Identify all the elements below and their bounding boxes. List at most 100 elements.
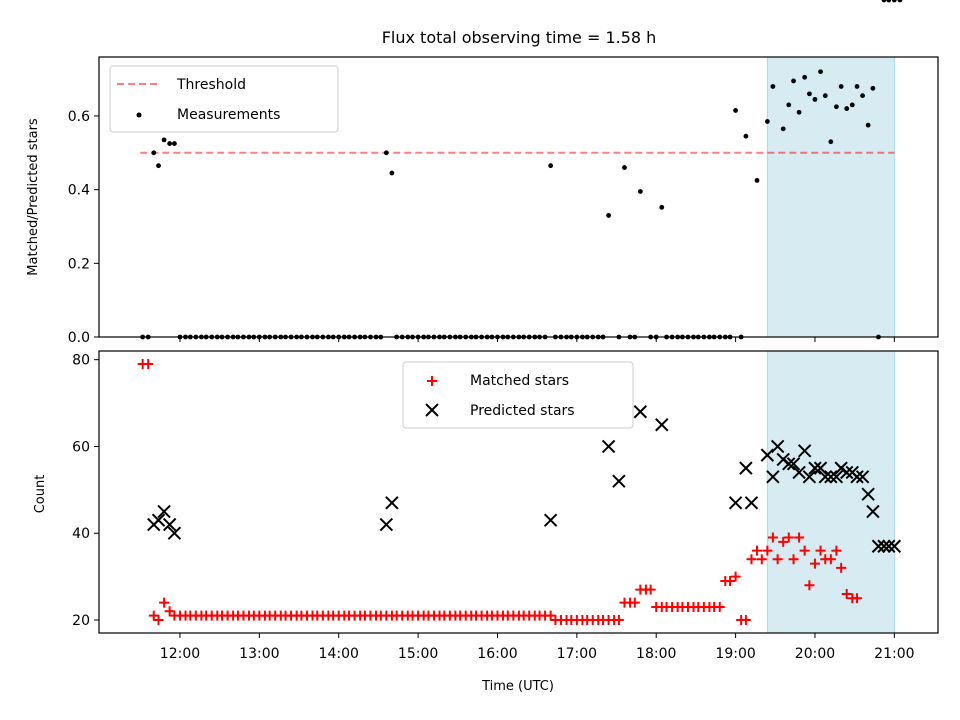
top-y-tick-label: 0.2 xyxy=(68,256,90,272)
matched-stars-point xyxy=(772,554,783,565)
predicted-stars-point xyxy=(633,405,648,419)
top-legend-box xyxy=(109,65,339,133)
measurement-point xyxy=(802,74,808,80)
bottom-y-tick-label: 60 xyxy=(72,439,90,455)
measurement-point xyxy=(743,133,749,139)
x-tick-label: 17:00 xyxy=(557,646,597,662)
predicted-stars-point xyxy=(792,465,806,480)
measurement-point xyxy=(844,106,850,111)
predicted-stars-point xyxy=(840,465,854,480)
top-y-tick-label: 0.6 xyxy=(68,109,90,125)
predicted-stars-point xyxy=(850,470,864,484)
predicted-stars-point xyxy=(855,470,870,484)
matched-stars-point xyxy=(815,545,826,556)
predicted-stars-point xyxy=(829,470,844,484)
matched-stars-point xyxy=(752,545,763,556)
measurement-point xyxy=(659,204,665,210)
predicted-stars-point xyxy=(543,513,558,527)
measurement-point xyxy=(833,104,839,110)
measurement-point xyxy=(812,96,818,102)
legend-matched-swatch xyxy=(427,376,437,386)
matched-stars-point xyxy=(629,597,640,608)
matched-stars-point xyxy=(852,593,863,604)
top-panel: 0.0 0.2 0.4 0.6 xyxy=(68,0,939,346)
matched-stars-point xyxy=(153,614,164,625)
measurement-point xyxy=(733,108,738,113)
top-y-axis-label: Matched/Predicted stars xyxy=(26,118,41,276)
matched-stars-point xyxy=(831,545,842,556)
measurement-point xyxy=(881,0,887,3)
predicted-stars-point xyxy=(824,470,838,484)
x-axis-label: Time (UTC) xyxy=(481,679,554,694)
legend-predicted-label: Predicted stars xyxy=(470,403,575,419)
bottom-series-0 xyxy=(138,359,863,625)
measurement-point xyxy=(156,163,161,169)
matched-stars-point xyxy=(804,580,815,591)
measurement-point xyxy=(389,170,395,176)
bottom-panel: 20 40 60 80 12:00 13:00 14:00 15:00 16:00 17:00 18… xyxy=(72,350,939,662)
chart-title: Flux total observing time = 1.58 h xyxy=(382,28,657,47)
measurement-point xyxy=(161,137,167,143)
measurement-point xyxy=(548,163,554,169)
x-tick-label: 21:00 xyxy=(874,646,914,662)
matched-stars-point xyxy=(730,571,741,582)
measurement-point xyxy=(854,84,860,89)
matched-stars-point xyxy=(725,575,736,586)
legend-measurements-swatch xyxy=(136,112,142,118)
measurement-point xyxy=(822,93,828,99)
x-tick-label: 18:00 xyxy=(636,646,676,662)
matched-stars-point xyxy=(756,554,767,565)
bottom-highlight-span xyxy=(766,350,895,634)
x-tick-label: 16:00 xyxy=(477,646,517,662)
bottom-y-tick-label: 20 xyxy=(72,613,90,629)
legend-matched-label: Matched stars xyxy=(470,373,569,389)
predicted-stars-point xyxy=(385,496,399,510)
measurement-point xyxy=(807,91,812,97)
predicted-stars-point xyxy=(157,504,171,519)
measurement-point xyxy=(796,109,802,115)
matched-stars-point xyxy=(545,610,556,621)
legend-measurements-label: Measurements xyxy=(177,107,280,123)
matched-stars-point xyxy=(762,545,773,556)
bottom-series-1 xyxy=(147,405,902,553)
measurement-point xyxy=(897,0,903,3)
measurement-point xyxy=(754,178,760,183)
predicted-stars-point xyxy=(871,539,886,553)
measurement-point xyxy=(828,139,834,145)
measurement-point xyxy=(606,213,611,218)
predicted-stars-point xyxy=(786,457,801,471)
measurement-point xyxy=(172,141,177,146)
predicted-stars-point xyxy=(167,526,182,540)
matched-stars-point xyxy=(841,588,852,599)
measurement-point xyxy=(891,0,897,3)
measurement-point xyxy=(622,165,627,170)
top-axes-frame xyxy=(98,56,939,338)
x-tick-label: 12:00 xyxy=(160,646,200,662)
predicted-stars-point xyxy=(802,470,817,484)
matched-stars-point xyxy=(714,601,725,612)
bottom-legend: Matched stars Predicted stars xyxy=(402,361,634,429)
predicted-stars-point xyxy=(766,470,780,484)
predicted-stars-point xyxy=(887,539,902,553)
matched-stars-point xyxy=(746,554,757,565)
measurement-point xyxy=(167,141,173,146)
x-tick-label: 20:00 xyxy=(795,646,835,662)
matched-stars-point xyxy=(740,614,751,625)
predicted-stars-point xyxy=(728,496,743,510)
top-legend: Threshold Measurements xyxy=(109,65,339,133)
matched-stars-point xyxy=(645,584,656,595)
predicted-stars-point xyxy=(866,504,880,519)
bottom-y-axis-label: Count xyxy=(33,475,48,514)
measurement-point xyxy=(886,0,892,3)
predicted-stars-point xyxy=(744,496,759,510)
measurement-point xyxy=(780,126,786,132)
measurement-point xyxy=(770,84,776,89)
x-tick-label: 15:00 xyxy=(398,646,438,662)
matched-stars-point xyxy=(143,359,154,370)
top-y-tick-label: 0.4 xyxy=(68,183,90,199)
measurement-point xyxy=(870,85,876,91)
bottom-legend-box xyxy=(402,361,634,429)
legend-threshold-label: Threshold xyxy=(176,77,246,93)
measurement-point xyxy=(849,102,855,108)
predicted-stars-point xyxy=(818,470,832,484)
